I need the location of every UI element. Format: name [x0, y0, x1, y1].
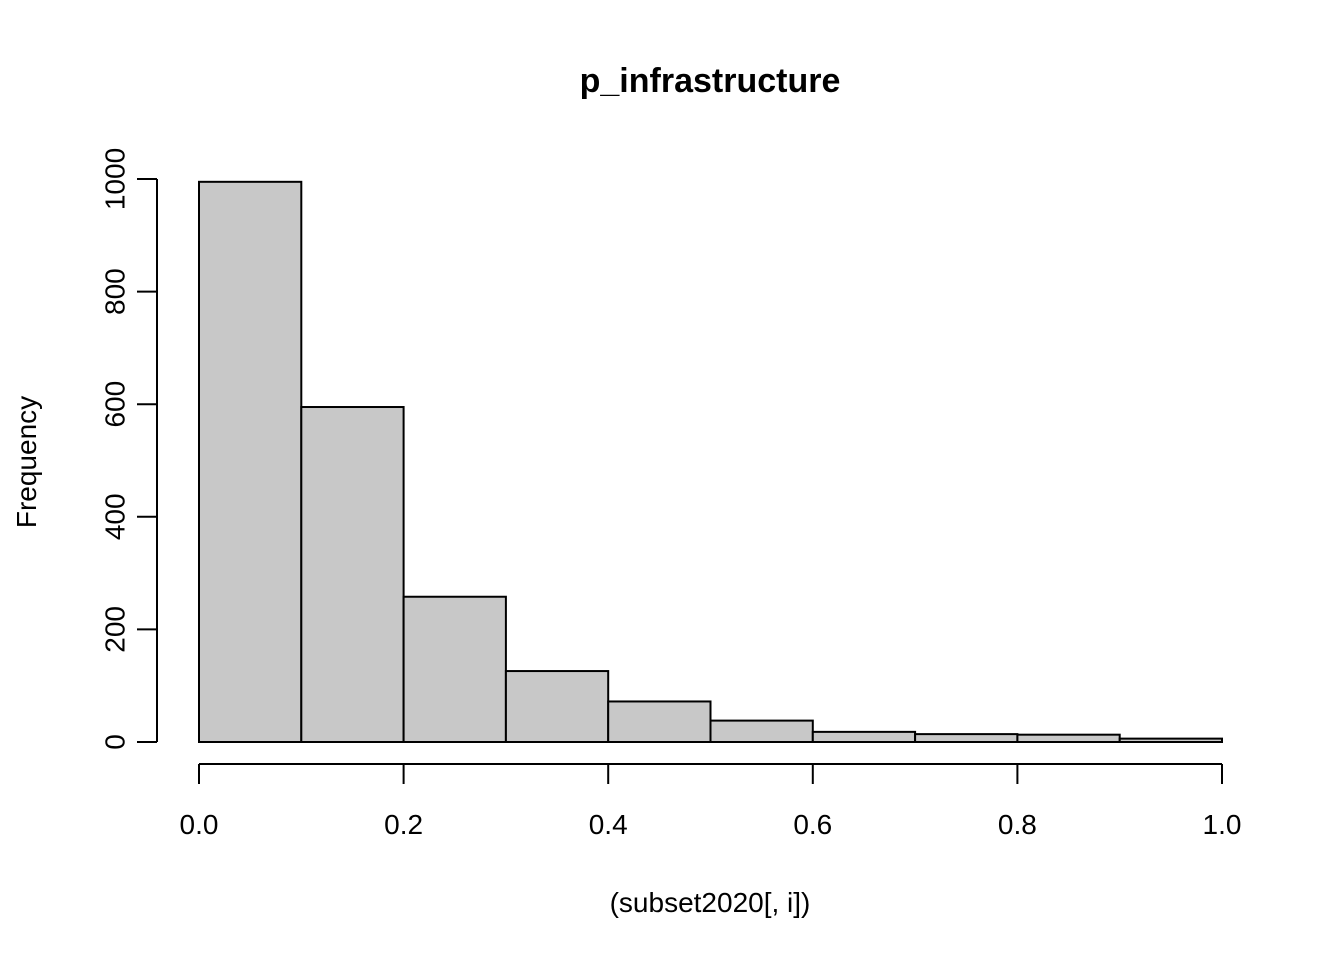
x-axis: 0.0 0.2 0.4 0.6 0.8 1.0 [180, 763, 1242, 840]
histogram-bar-1 [300, 406, 405, 743]
x-tick-label-3: 0.6 [793, 809, 832, 840]
y-axis: 0 200 400 600 800 1000 [100, 148, 158, 750]
y-tick-label-5: 1000 [100, 148, 131, 210]
histogram-bar-8 [1016, 733, 1121, 744]
histogram-bar-7 [914, 733, 1019, 743]
x-tick-label-1: 0.2 [384, 809, 423, 840]
x-tick-label-0: 0.0 [180, 809, 219, 840]
y-tick-label-1: 200 [100, 606, 131, 653]
y-tick-label-4: 800 [100, 268, 131, 315]
y-tick-label-2: 400 [100, 493, 131, 540]
y-axis-label: Frequency [11, 396, 42, 528]
x-tick-label-4: 0.8 [998, 809, 1037, 840]
histogram-bar-5 [709, 719, 814, 744]
histogram-bar-9 [1118, 737, 1223, 744]
histogram-bar-2 [402, 595, 507, 743]
y-tick-label-3: 600 [100, 381, 131, 428]
histogram-bar-4 [607, 700, 712, 743]
bars-group [198, 180, 1223, 744]
y-tick-label-0: 0 [100, 734, 131, 750]
histogram-bar-0 [198, 180, 303, 743]
chart-title: p_infrastructure [580, 62, 841, 100]
x-tick-label-2: 0.4 [589, 809, 628, 840]
histogram-bar-6 [811, 730, 917, 744]
x-axis-label: (subset2020[, i]) [610, 887, 811, 918]
histogram-bar-3 [504, 670, 610, 744]
x-tick-label-5: 1.0 [1203, 809, 1242, 840]
